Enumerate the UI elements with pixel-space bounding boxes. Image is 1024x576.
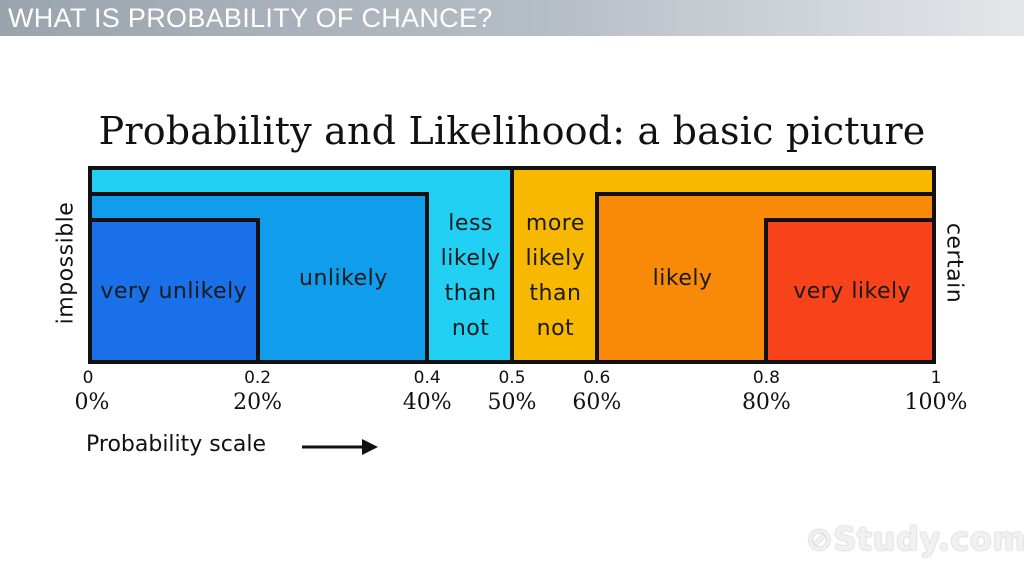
- probability-scale-label: Probability scale: [86, 432, 266, 457]
- region-label-unlikely: unlikely: [299, 265, 388, 291]
- tick-decimal: 0.4: [413, 368, 441, 388]
- tick-percent: 0%: [74, 390, 110, 415]
- tick-decimal: 1: [930, 368, 942, 388]
- region-label-very-unlikely: very unlikely: [100, 278, 248, 304]
- tick-percent: 100%: [904, 390, 968, 415]
- region-label-likely: likely: [652, 265, 713, 291]
- watermark-icon: ⊘: [806, 520, 834, 558]
- very-unlikely-region: [88, 218, 260, 364]
- tick-decimal: 0.8: [752, 368, 780, 388]
- region-label-more-likely-than-not: more likely than not: [525, 211, 586, 341]
- region-label-less-likely-than-not: less likely than not: [440, 211, 501, 341]
- tick-decimal: 0: [82, 368, 94, 388]
- watermark-logo: ⊘Study.com: [806, 520, 1024, 558]
- tick-percent: 50%: [487, 390, 537, 415]
- region-label-very-likely: very likely: [793, 278, 912, 304]
- header-bar: WHAT IS PROBABILITY OF CHANCE?: [0, 0, 1024, 36]
- certain-label: certain: [941, 222, 967, 304]
- tick-decimal: 0.2: [244, 368, 272, 388]
- tick-percent: 40%: [402, 390, 452, 415]
- header-title: WHAT IS PROBABILITY OF CHANCE?: [8, 3, 493, 33]
- tick-decimal: 0.5: [498, 368, 526, 388]
- tick-percent: 60%: [572, 390, 622, 415]
- impossible-label: impossible: [53, 201, 79, 325]
- very-likely-region: [764, 218, 936, 364]
- tick-percent: 80%: [741, 390, 791, 415]
- tick-percent: 20%: [233, 390, 283, 415]
- diagram-title: Probability and Likelihood: a basic pict…: [98, 109, 926, 153]
- right-arrow-icon: [302, 439, 378, 455]
- tick-decimal: 0.6: [583, 368, 611, 388]
